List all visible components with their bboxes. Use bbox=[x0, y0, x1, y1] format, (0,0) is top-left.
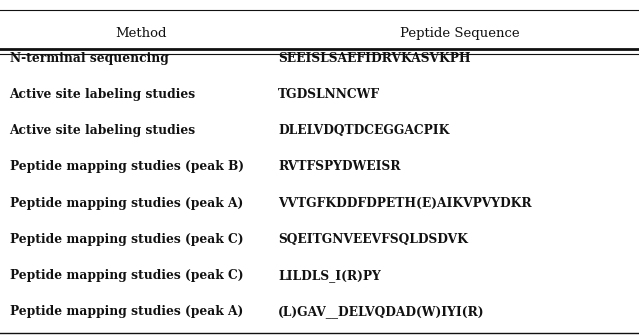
Text: Peptide mapping studies (peak A): Peptide mapping studies (peak A) bbox=[10, 197, 243, 210]
Text: Peptide mapping studies (peak A): Peptide mapping studies (peak A) bbox=[10, 305, 243, 318]
Text: VVTGFKDDFDPETH(E)AIKVPVYDKR: VVTGFKDDFDPETH(E)AIKVPVYDKR bbox=[278, 197, 532, 210]
Text: (L)GAV__DELVQDAD(W)IYI(R): (L)GAV__DELVQDAD(W)IYI(R) bbox=[278, 305, 484, 318]
Text: Peptide mapping studies (peak B): Peptide mapping studies (peak B) bbox=[10, 160, 243, 174]
Text: N-terminal sequencing: N-terminal sequencing bbox=[10, 52, 169, 65]
Text: RVTFSPYDWEISR: RVTFSPYDWEISR bbox=[278, 160, 401, 174]
Text: Peptide mapping studies (peak C): Peptide mapping studies (peak C) bbox=[10, 269, 243, 282]
Text: SQEITGNVEEVFSQLDSDVK: SQEITGNVEEVFSQLDSDVK bbox=[278, 233, 468, 246]
Text: Peptide mapping studies (peak C): Peptide mapping studies (peak C) bbox=[10, 233, 243, 246]
Text: DLELVDQTDCEGGACPIK: DLELVDQTDCEGGACPIK bbox=[278, 124, 449, 137]
Text: Active site labeling studies: Active site labeling studies bbox=[10, 124, 196, 137]
Text: Active site labeling studies: Active site labeling studies bbox=[10, 88, 196, 101]
Text: LILDLS_I(R)PY: LILDLS_I(R)PY bbox=[278, 269, 381, 282]
Text: Method: Method bbox=[115, 27, 166, 40]
Text: Peptide Sequence: Peptide Sequence bbox=[400, 27, 520, 40]
Text: SEEISLSAEFIDRVKASVKPH: SEEISLSAEFIDRVKASVKPH bbox=[278, 52, 470, 65]
Text: TGDSLNNCWF: TGDSLNNCWF bbox=[278, 88, 380, 101]
